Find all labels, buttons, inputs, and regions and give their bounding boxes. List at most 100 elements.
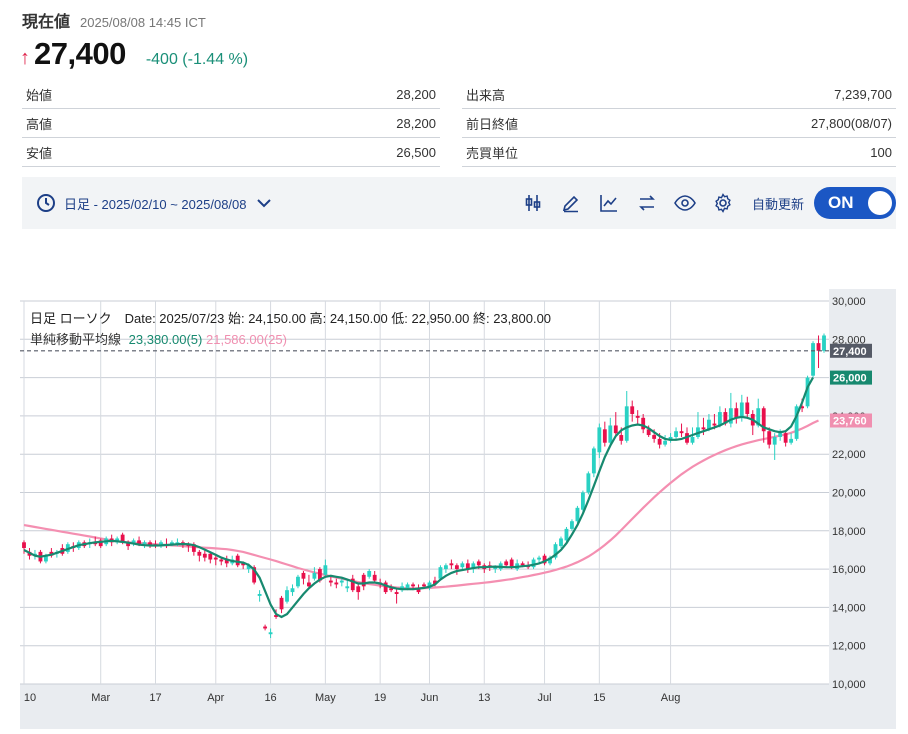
candle-body [131, 540, 136, 545]
candle-body [279, 597, 284, 610]
draw-button[interactable] [552, 188, 590, 218]
candlestick-button[interactable] [514, 188, 552, 218]
candle-body [120, 534, 125, 543]
settings-button[interactable] [704, 188, 742, 218]
candle-body [148, 542, 152, 547]
candle [394, 588, 399, 604]
candle-body [345, 586, 350, 589]
candle [734, 402, 739, 424]
toggle-knob [868, 191, 892, 215]
candle [372, 571, 377, 583]
candle [679, 423, 684, 437]
x-tick-label: Jul [538, 692, 552, 704]
stat-row: 前日終値 27,800(08/07) [462, 109, 896, 138]
candle-body [328, 580, 333, 583]
candle [586, 471, 591, 495]
x-tick-label: May [315, 692, 336, 704]
candle-body [712, 423, 717, 426]
ma5-series-line [23, 377, 814, 619]
eye-icon [674, 195, 696, 211]
candle [290, 584, 295, 596]
candle-body [323, 565, 328, 575]
candle [663, 435, 668, 447]
candle [559, 536, 563, 549]
auto-update-toggle[interactable]: ON [814, 187, 896, 219]
candle-body [822, 335, 826, 351]
candle [717, 406, 722, 428]
candle-body [652, 435, 657, 439]
candle-body [663, 440, 668, 445]
candle [356, 582, 361, 600]
candle [822, 333, 826, 353]
candle-body [312, 572, 317, 579]
x-tick-label: 10 [24, 692, 36, 704]
view-button[interactable] [666, 188, 704, 218]
candle-body [159, 542, 163, 547]
x-tick-label: Mar [91, 692, 110, 704]
candle [767, 427, 772, 449]
candle [783, 431, 788, 447]
y-tick-label: 20,000 [832, 488, 866, 500]
candle-body [800, 406, 804, 409]
ma-legend: 単純移動平均線 23,380.00(5) 21,586.00(25) [30, 332, 287, 347]
price-tag-box [830, 413, 872, 428]
candle [597, 423, 602, 459]
y-tick-label: 10,000 [832, 679, 866, 691]
candle-body [356, 586, 361, 593]
candle [257, 590, 262, 602]
price-tag: 23,760 [830, 413, 872, 428]
price-tag-label: 26,000 [833, 373, 867, 385]
candle [728, 392, 733, 428]
candlestick-chart[interactable]: 30,00028,00026,00024,00022,00020,00018,0… [20, 289, 896, 729]
candle [641, 413, 646, 434]
gear-icon [715, 193, 731, 213]
candle [312, 567, 317, 581]
candle-body [717, 412, 722, 426]
candle [197, 549, 202, 562]
line-chart-icon [600, 195, 617, 212]
stat-value: 27,800(08/07) [811, 115, 892, 131]
plot-background [20, 289, 829, 684]
candle-body [460, 563, 465, 568]
candle-body [137, 540, 141, 545]
stat-value: 7,239,700 [834, 86, 892, 102]
stat-row: 出来高 7,239,700 [462, 80, 896, 109]
candle [811, 341, 815, 378]
candle-body [789, 438, 794, 443]
x-tick-label: 17 [149, 692, 161, 704]
candle-body [394, 592, 399, 594]
candle-body [493, 567, 498, 570]
candle-body [170, 542, 174, 545]
compare-button[interactable] [628, 188, 666, 218]
candle-body [504, 561, 509, 566]
candle-body [548, 557, 552, 564]
price-change: -400 (-1.44 %) [145, 51, 249, 68]
stat-label: 始値 [26, 87, 53, 103]
candle [630, 400, 635, 422]
y-tick-label: 30,000 [832, 296, 866, 308]
candle-body [252, 567, 257, 583]
candle [307, 574, 311, 589]
candle [438, 565, 443, 581]
indicator-button[interactable] [590, 188, 628, 218]
date-range-selector[interactable]: 日足 - 2025/02/10 ~ 2025/08/08 [36, 193, 273, 213]
candle-body [646, 429, 651, 436]
price-tag-label: 23,760 [833, 415, 867, 427]
y-tick-label: 18,000 [832, 526, 866, 538]
arrow-up-icon: ↑ [20, 47, 30, 69]
candle-body [339, 580, 344, 583]
candle [323, 559, 328, 577]
candle-body [761, 408, 766, 432]
candle-body [372, 574, 377, 581]
candle [591, 446, 596, 478]
candle [219, 557, 224, 566]
candle [285, 586, 289, 604]
x-tick-label: 13 [478, 692, 490, 704]
candle [794, 404, 799, 441]
x-tick-label: Jun [421, 692, 439, 704]
candle [350, 574, 355, 593]
candle-body [624, 406, 629, 441]
candle-body [586, 473, 591, 493]
candle [465, 559, 470, 573]
candle [208, 551, 213, 564]
